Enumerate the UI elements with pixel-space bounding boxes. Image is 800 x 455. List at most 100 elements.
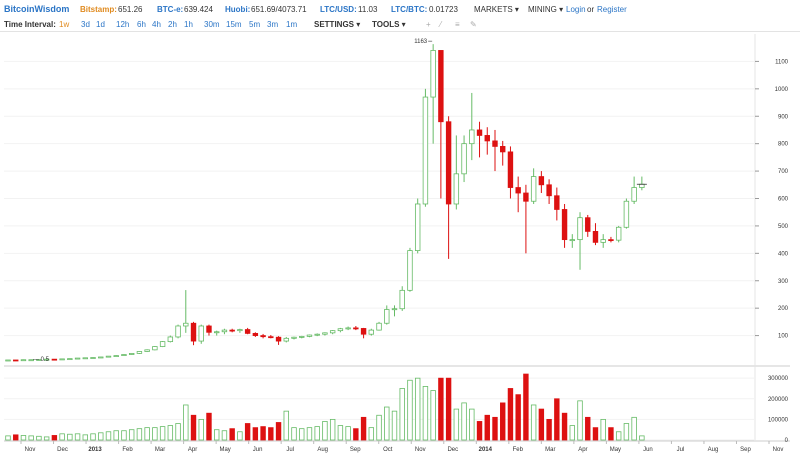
markets-menu[interactable]: MARKETS ▾ [474, 5, 519, 14]
time-tick-label: Apr [188, 447, 197, 453]
register-link[interactable]: Register [597, 5, 627, 14]
interval-5m[interactable]: 5m [249, 20, 261, 29]
time-tick-label: Dec [57, 447, 68, 453]
volume-bar-up [600, 418, 606, 441]
mining-menu[interactable]: MINING ▾ [528, 5, 563, 14]
login-link[interactable]: Login [566, 5, 586, 14]
volume-tick-label: 100000 [768, 417, 789, 423]
candle-up [128, 353, 135, 355]
time-tick-label: Jun [253, 447, 263, 453]
interval-3d[interactable]: 3d [81, 20, 90, 29]
price-tick-label: 600 [778, 197, 789, 203]
candle-down [592, 230, 599, 243]
volume-bar-down [546, 418, 552, 441]
volume-bar-up [113, 430, 119, 441]
candle-down [445, 121, 452, 205]
candle-up [74, 357, 81, 360]
time-tick-label: Aug [317, 447, 328, 453]
interval-6h[interactable]: 6h [137, 20, 146, 29]
volume-bar-down [492, 416, 498, 441]
volume-bar-up [128, 429, 135, 441]
interval-15m[interactable]: 15m [226, 20, 242, 29]
candle-down [546, 184, 552, 197]
volume-bar-down [275, 422, 282, 441]
ticker-value: 11.03 [358, 5, 378, 14]
volume-bar-up [183, 404, 189, 441]
candle-up [623, 200, 630, 228]
volume-bar-down [353, 428, 359, 441]
volume-bar-up [422, 386, 429, 441]
volume-bar-up [577, 400, 583, 441]
candle-up [631, 187, 637, 202]
candle-up [569, 239, 575, 242]
settings-menu[interactable]: SETTINGS ▾ [314, 20, 360, 29]
volume-bar-up [36, 435, 42, 441]
interval-1d[interactable]: 1d [96, 20, 105, 29]
candle-up [152, 346, 158, 351]
interval-1w[interactable]: 1w [59, 20, 70, 29]
candle-up [299, 336, 305, 338]
price-tick-label: 1000 [775, 87, 789, 93]
time-tick-label: 2014 [479, 447, 493, 453]
interval-12h[interactable]: 12h [116, 20, 130, 29]
candle-up [329, 330, 336, 334]
settings-label: SETTINGS [314, 20, 355, 29]
candle-up [306, 334, 313, 337]
interval-3m[interactable]: 3m [267, 20, 279, 29]
candle-down [268, 336, 274, 339]
ticker-value: 0.01723 [429, 5, 458, 14]
volume-tick-label: 0 [785, 438, 789, 444]
volume-bar-up [136, 428, 143, 441]
candle-down [484, 135, 490, 142]
line-tool-icon[interactable]: ⁄ [440, 20, 442, 29]
ticker-label: BTC-e: [157, 5, 184, 14]
volume-bar-up [5, 435, 11, 441]
interval-2h[interactable]: 2h [168, 20, 177, 29]
volume-bar-down [500, 402, 506, 441]
candle-up [82, 357, 88, 360]
logo[interactable]: BitcoinWisdom [4, 4, 70, 14]
candle-up [391, 308, 398, 311]
volume-bar-up [329, 418, 336, 441]
candle-up [422, 96, 429, 205]
candle-up [530, 176, 537, 202]
candle-up [639, 183, 645, 188]
volume-bar-down [438, 377, 444, 441]
volume-bar-up [430, 390, 436, 441]
interval-30m[interactable]: 30m [204, 20, 220, 29]
volume-bar-up [461, 402, 467, 441]
candle-up [90, 357, 96, 359]
price-tick-label: 100 [778, 334, 789, 340]
time-tick-label: Nov [25, 447, 36, 453]
interval-1h[interactable]: 1h [184, 20, 193, 29]
candle-up [5, 359, 11, 362]
candle-up [183, 322, 189, 327]
crosshair-icon[interactable]: + [426, 20, 431, 29]
volume-bar-up [74, 433, 81, 441]
interval-1m[interactable]: 1m [286, 20, 298, 29]
volume-bar-up [20, 435, 27, 441]
candle-down [51, 358, 58, 361]
volume-bar-up [399, 388, 405, 441]
volume-bar-up [345, 426, 351, 441]
volume-bar-up [407, 379, 413, 441]
volume-bar-up [59, 433, 65, 441]
tools-menu[interactable]: TOOLS ▾ [372, 20, 406, 29]
volume-bar-down [561, 412, 568, 441]
toolbar: Time Interval: 1w 3d 1d 12h 6h 4h 2h 1h 30m 15m 5m… [0, 18, 800, 32]
candle-up [36, 359, 42, 361]
time-tick-label: Aug [708, 447, 719, 453]
ticker-label: LTC/USD: [320, 5, 357, 14]
volume-bar-down [360, 416, 367, 441]
eraser-icon[interactable]: ✎ [470, 20, 477, 29]
chevron-down-icon: ▾ [559, 5, 564, 14]
price-tick-label: 1100 [775, 59, 789, 65]
volume-bar-up [28, 435, 34, 441]
volume-bar-down [538, 408, 545, 441]
horizontal-line-icon[interactable]: ≡ [455, 20, 460, 29]
time-tick-label: Apr [578, 447, 587, 453]
interval-4h[interactable]: 4h [152, 20, 161, 29]
candle-down [13, 359, 19, 362]
volume-bar-up [105, 431, 112, 441]
